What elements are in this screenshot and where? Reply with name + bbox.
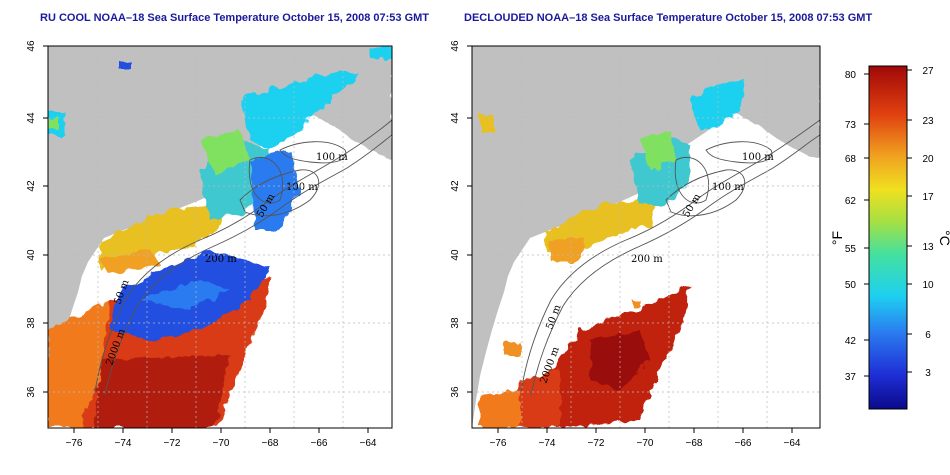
left-x-axis bbox=[73, 428, 369, 433]
left-y-tick-label: 46 bbox=[26, 40, 37, 52]
right-x-tick-label: −64 bbox=[784, 438, 801, 449]
right-y-tick-label: 40 bbox=[450, 249, 461, 261]
right-plot-frame bbox=[471, 45, 821, 429]
left-x-tick-label: −64 bbox=[360, 438, 377, 449]
left-x-tick-label: −70 bbox=[213, 438, 230, 449]
right-contour-label: 100 m bbox=[712, 182, 744, 193]
left-x-tick-label: −74 bbox=[115, 438, 132, 449]
right-x-tick-label: −68 bbox=[686, 438, 703, 449]
right-y-tick-label: 46 bbox=[450, 40, 461, 52]
right-x-tick-label: −74 bbox=[539, 438, 556, 449]
right-contour-label: 100 m bbox=[742, 152, 774, 163]
colorbar-gradient bbox=[868, 65, 908, 410]
left-plot-frame bbox=[47, 45, 393, 429]
right-y-tick-label: 44 bbox=[450, 112, 461, 124]
celsius-tick-label: 27 bbox=[922, 66, 934, 77]
left-contour-label: 200 m bbox=[205, 254, 237, 265]
right-x-axis bbox=[497, 428, 793, 433]
right-panel-title: DECLOUDED NOAA–18 Sea Surface Temperatur… bbox=[464, 12, 873, 24]
left-y-tick-label: 44 bbox=[26, 112, 37, 124]
left-y-tick-label: 42 bbox=[26, 180, 37, 192]
right-map: 100 m 100 m 200 m 50 m 50 m 2000 m bbox=[472, 46, 820, 428]
right-grid bbox=[472, 46, 820, 428]
right-y-tick-label: 36 bbox=[450, 386, 461, 398]
right-x-tick-label: −66 bbox=[735, 438, 752, 449]
fahrenheit-tick-label: 73 bbox=[845, 120, 857, 131]
right-y-tick-label: 38 bbox=[450, 317, 461, 329]
right-y-axis bbox=[467, 45, 472, 393]
left-y-tick-label: 38 bbox=[26, 317, 37, 329]
celsius-unit-label: °C bbox=[937, 230, 950, 246]
right-contour-label: 200 m bbox=[631, 254, 663, 265]
celsius-tick-label: 17 bbox=[922, 192, 934, 203]
left-y-tick-label: 40 bbox=[26, 249, 37, 261]
fahrenheit-tick-label: 37 bbox=[845, 372, 857, 383]
fahrenheit-ticks bbox=[864, 73, 869, 377]
right-x-tick-label: −72 bbox=[588, 438, 605, 449]
left-nova-scotia bbox=[306, 55, 392, 160]
celsius-tick-label: 20 bbox=[922, 154, 934, 165]
fahrenheit-tick-label: 68 bbox=[845, 154, 857, 165]
left-panel-title: RU COOL NOAA–18 Sea Surface Temperature … bbox=[40, 12, 430, 24]
fahrenheit-tick-label: 62 bbox=[845, 196, 857, 207]
right-y-tick-label: 42 bbox=[450, 180, 461, 192]
left-x-tick-label: −68 bbox=[262, 438, 279, 449]
fahrenheit-unit-label: °F bbox=[829, 231, 845, 245]
left-y-axis bbox=[43, 45, 48, 393]
celsius-tick-label: 23 bbox=[922, 116, 934, 127]
colorbar: 80 73 68 62 55 50 42 37 27 23 20 17 13 1… bbox=[829, 65, 950, 410]
left-land bbox=[48, 46, 392, 428]
right-x-tick-label: −76 bbox=[490, 438, 507, 449]
left-sst-field bbox=[48, 48, 392, 428]
fahrenheit-tick-label: 80 bbox=[845, 70, 857, 81]
left-contour-label: 100 m bbox=[316, 152, 348, 163]
left-x-tick-label: −72 bbox=[164, 438, 181, 449]
fahrenheit-tick-label: 42 bbox=[845, 336, 857, 347]
left-x-tick-label: −66 bbox=[311, 438, 328, 449]
celsius-ticks bbox=[907, 69, 912, 373]
right-x-tick-label: −70 bbox=[637, 438, 654, 449]
left-contour-label: 100 m bbox=[286, 182, 318, 193]
celsius-tick-label: 10 bbox=[922, 280, 934, 291]
right-land bbox=[472, 46, 820, 428]
fahrenheit-tick-label: 55 bbox=[845, 244, 857, 255]
left-bathymetry bbox=[94, 119, 392, 396]
right-bathymetry bbox=[520, 119, 820, 396]
right-nova-scotia bbox=[732, 55, 820, 160]
left-x-tick-label: −76 bbox=[66, 438, 83, 449]
celsius-tick-label: 13 bbox=[922, 242, 934, 253]
left-map: 100 m 100 m 200 m 50 m 50 m 2000 m bbox=[48, 46, 392, 428]
left-grid bbox=[48, 46, 392, 428]
fahrenheit-tick-label: 50 bbox=[845, 280, 857, 291]
left-y-tick-label: 36 bbox=[26, 386, 37, 398]
celsius-tick-label: 3 bbox=[925, 368, 931, 379]
celsius-tick-label: 6 bbox=[925, 330, 931, 341]
